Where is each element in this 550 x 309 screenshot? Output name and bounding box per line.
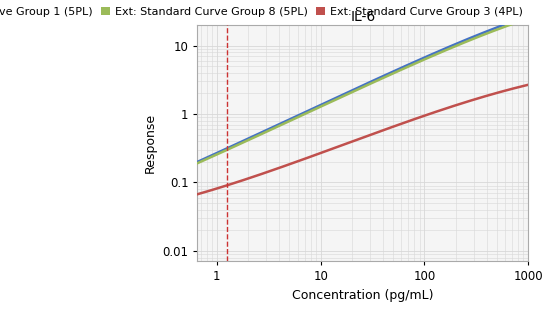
Y-axis label: Response: Response <box>144 113 157 173</box>
Legend: Standard Curve Group 1 (5PL), Ext: Standard Curve Group 8 (5PL), Ext: Standard C: Standard Curve Group 1 (5PL), Ext: Stand… <box>0 7 522 17</box>
Title: IL-6: IL-6 <box>350 10 376 24</box>
X-axis label: Concentration (pg/mL): Concentration (pg/mL) <box>292 289 433 302</box>
